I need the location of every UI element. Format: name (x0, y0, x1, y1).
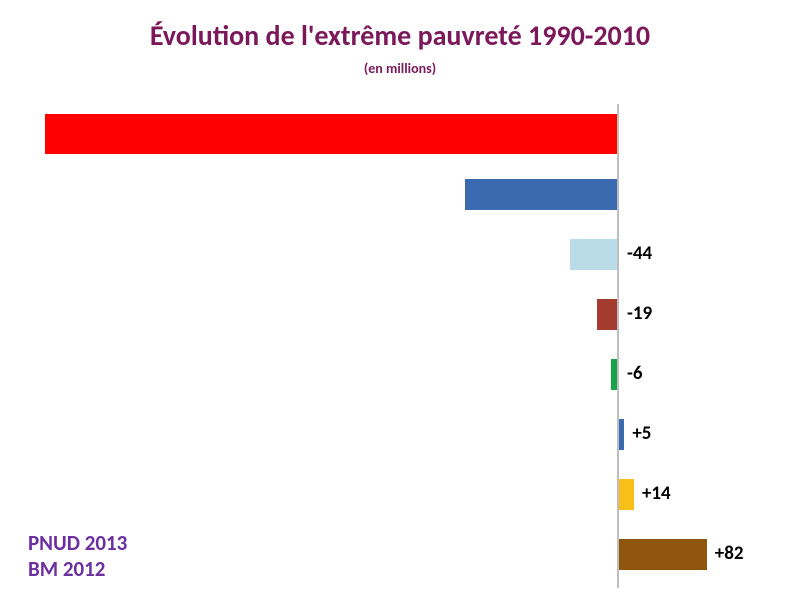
bar-value: -6 (627, 362, 642, 385)
source-line: BM 2012 (28, 556, 105, 582)
bar-value: +5 (632, 422, 651, 445)
bar-value: -19 (627, 302, 652, 325)
bar (597, 299, 617, 330)
chart-subtitle: (en millions) (0, 60, 800, 77)
bar (619, 479, 634, 510)
bar-value: +82 (715, 542, 744, 565)
bar (570, 239, 617, 270)
bar (619, 419, 624, 450)
bar-value: +14 (642, 482, 671, 505)
bar (45, 114, 617, 154)
bar (611, 359, 617, 390)
chart-title: Évolution de l'extrême pauvreté 1990-201… (0, 18, 800, 53)
bar (465, 179, 617, 210)
bar-value: -44 (627, 242, 652, 265)
bar (619, 539, 707, 570)
zero-axis (617, 104, 619, 588)
source-line: PNUD 2013 (28, 530, 127, 556)
